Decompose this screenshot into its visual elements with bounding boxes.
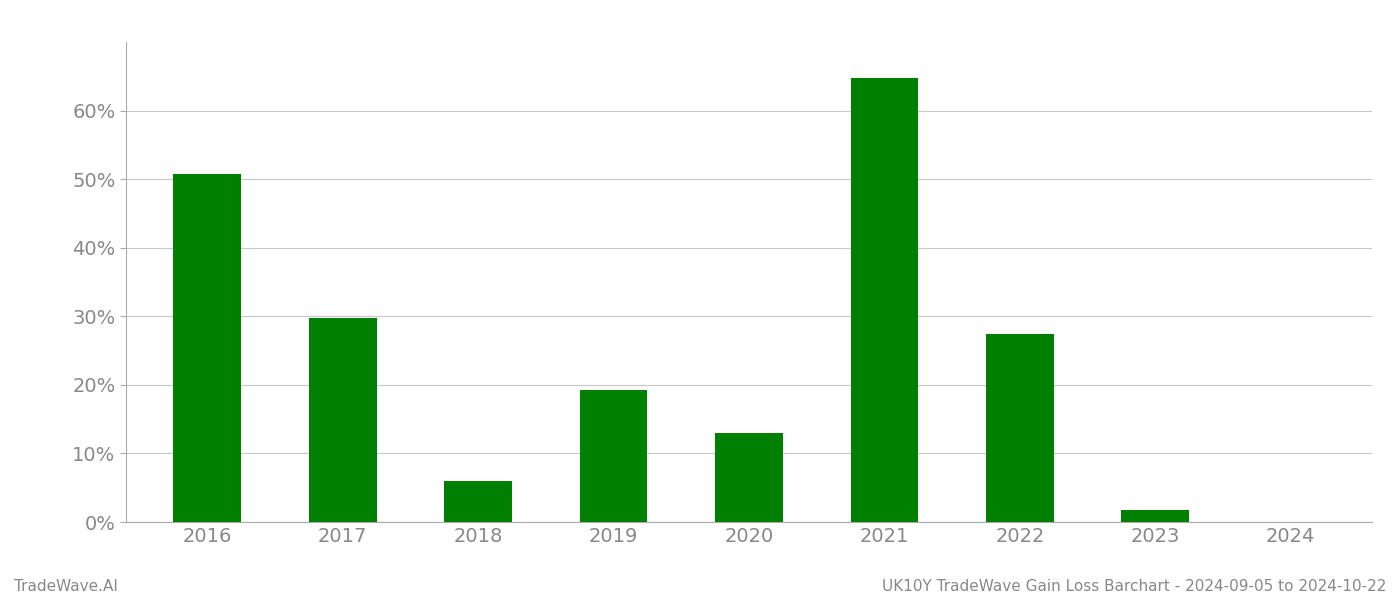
Bar bbox=[851, 77, 918, 522]
Text: TradeWave.AI: TradeWave.AI bbox=[14, 579, 118, 594]
Bar bbox=[1121, 509, 1189, 522]
Bar bbox=[715, 433, 783, 522]
Bar bbox=[309, 317, 377, 522]
Bar bbox=[174, 175, 241, 522]
Bar bbox=[444, 481, 512, 522]
Bar bbox=[986, 334, 1054, 522]
Bar bbox=[580, 391, 647, 522]
Text: UK10Y TradeWave Gain Loss Barchart - 2024-09-05 to 2024-10-22: UK10Y TradeWave Gain Loss Barchart - 202… bbox=[882, 579, 1386, 594]
